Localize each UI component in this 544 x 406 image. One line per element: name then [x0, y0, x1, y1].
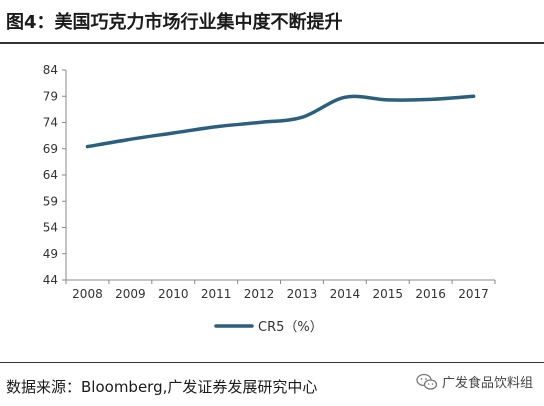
- source-note: 数据来源：Bloomberg,广发证券发展研究中心: [6, 378, 318, 396]
- y-tick-label: 49: [43, 247, 58, 261]
- x-tick-label: 2016: [415, 287, 446, 301]
- watermark-text: 广发食品饮料组: [442, 376, 534, 391]
- x-tick-label: 2011: [201, 287, 232, 301]
- legend-label: CR5（%）: [258, 320, 323, 335]
- x-tick-label: 2014: [330, 287, 361, 301]
- line-chart: 44 49 54 59 64 69 74 79 84 2008 2009 2010 2011 2012 20…: [43, 63, 496, 335]
- y-tick-label: 79: [43, 89, 58, 103]
- y-tick-label: 44: [43, 273, 58, 287]
- page-title: 图4：美国巧克力市场行业集中度不断提升: [6, 12, 343, 33]
- watermark: 广发食品饮料组: [416, 372, 533, 391]
- title-divider: [0, 42, 544, 44]
- wechat-logo-icon: [416, 373, 438, 390]
- x-tick-label: 2008: [72, 287, 103, 301]
- y-tick-label: 84: [43, 63, 58, 77]
- y-tick-label: 69: [43, 142, 58, 156]
- x-tick-label: 2009: [115, 287, 146, 301]
- y-tick-label: 54: [43, 221, 58, 235]
- series-line: [85, 94, 476, 149]
- y-tick-label: 64: [43, 168, 58, 182]
- footer-divider: [0, 362, 544, 363]
- x-tick-label: 2010: [158, 287, 189, 301]
- x-tick-label: 2012: [244, 287, 275, 301]
- x-tick-label: 2015: [372, 287, 403, 301]
- y-tick-label: 59: [43, 194, 58, 208]
- x-tick-label: 2017: [458, 287, 489, 301]
- y-tick-label: 74: [43, 116, 58, 130]
- x-tick-label: 2013: [287, 287, 318, 301]
